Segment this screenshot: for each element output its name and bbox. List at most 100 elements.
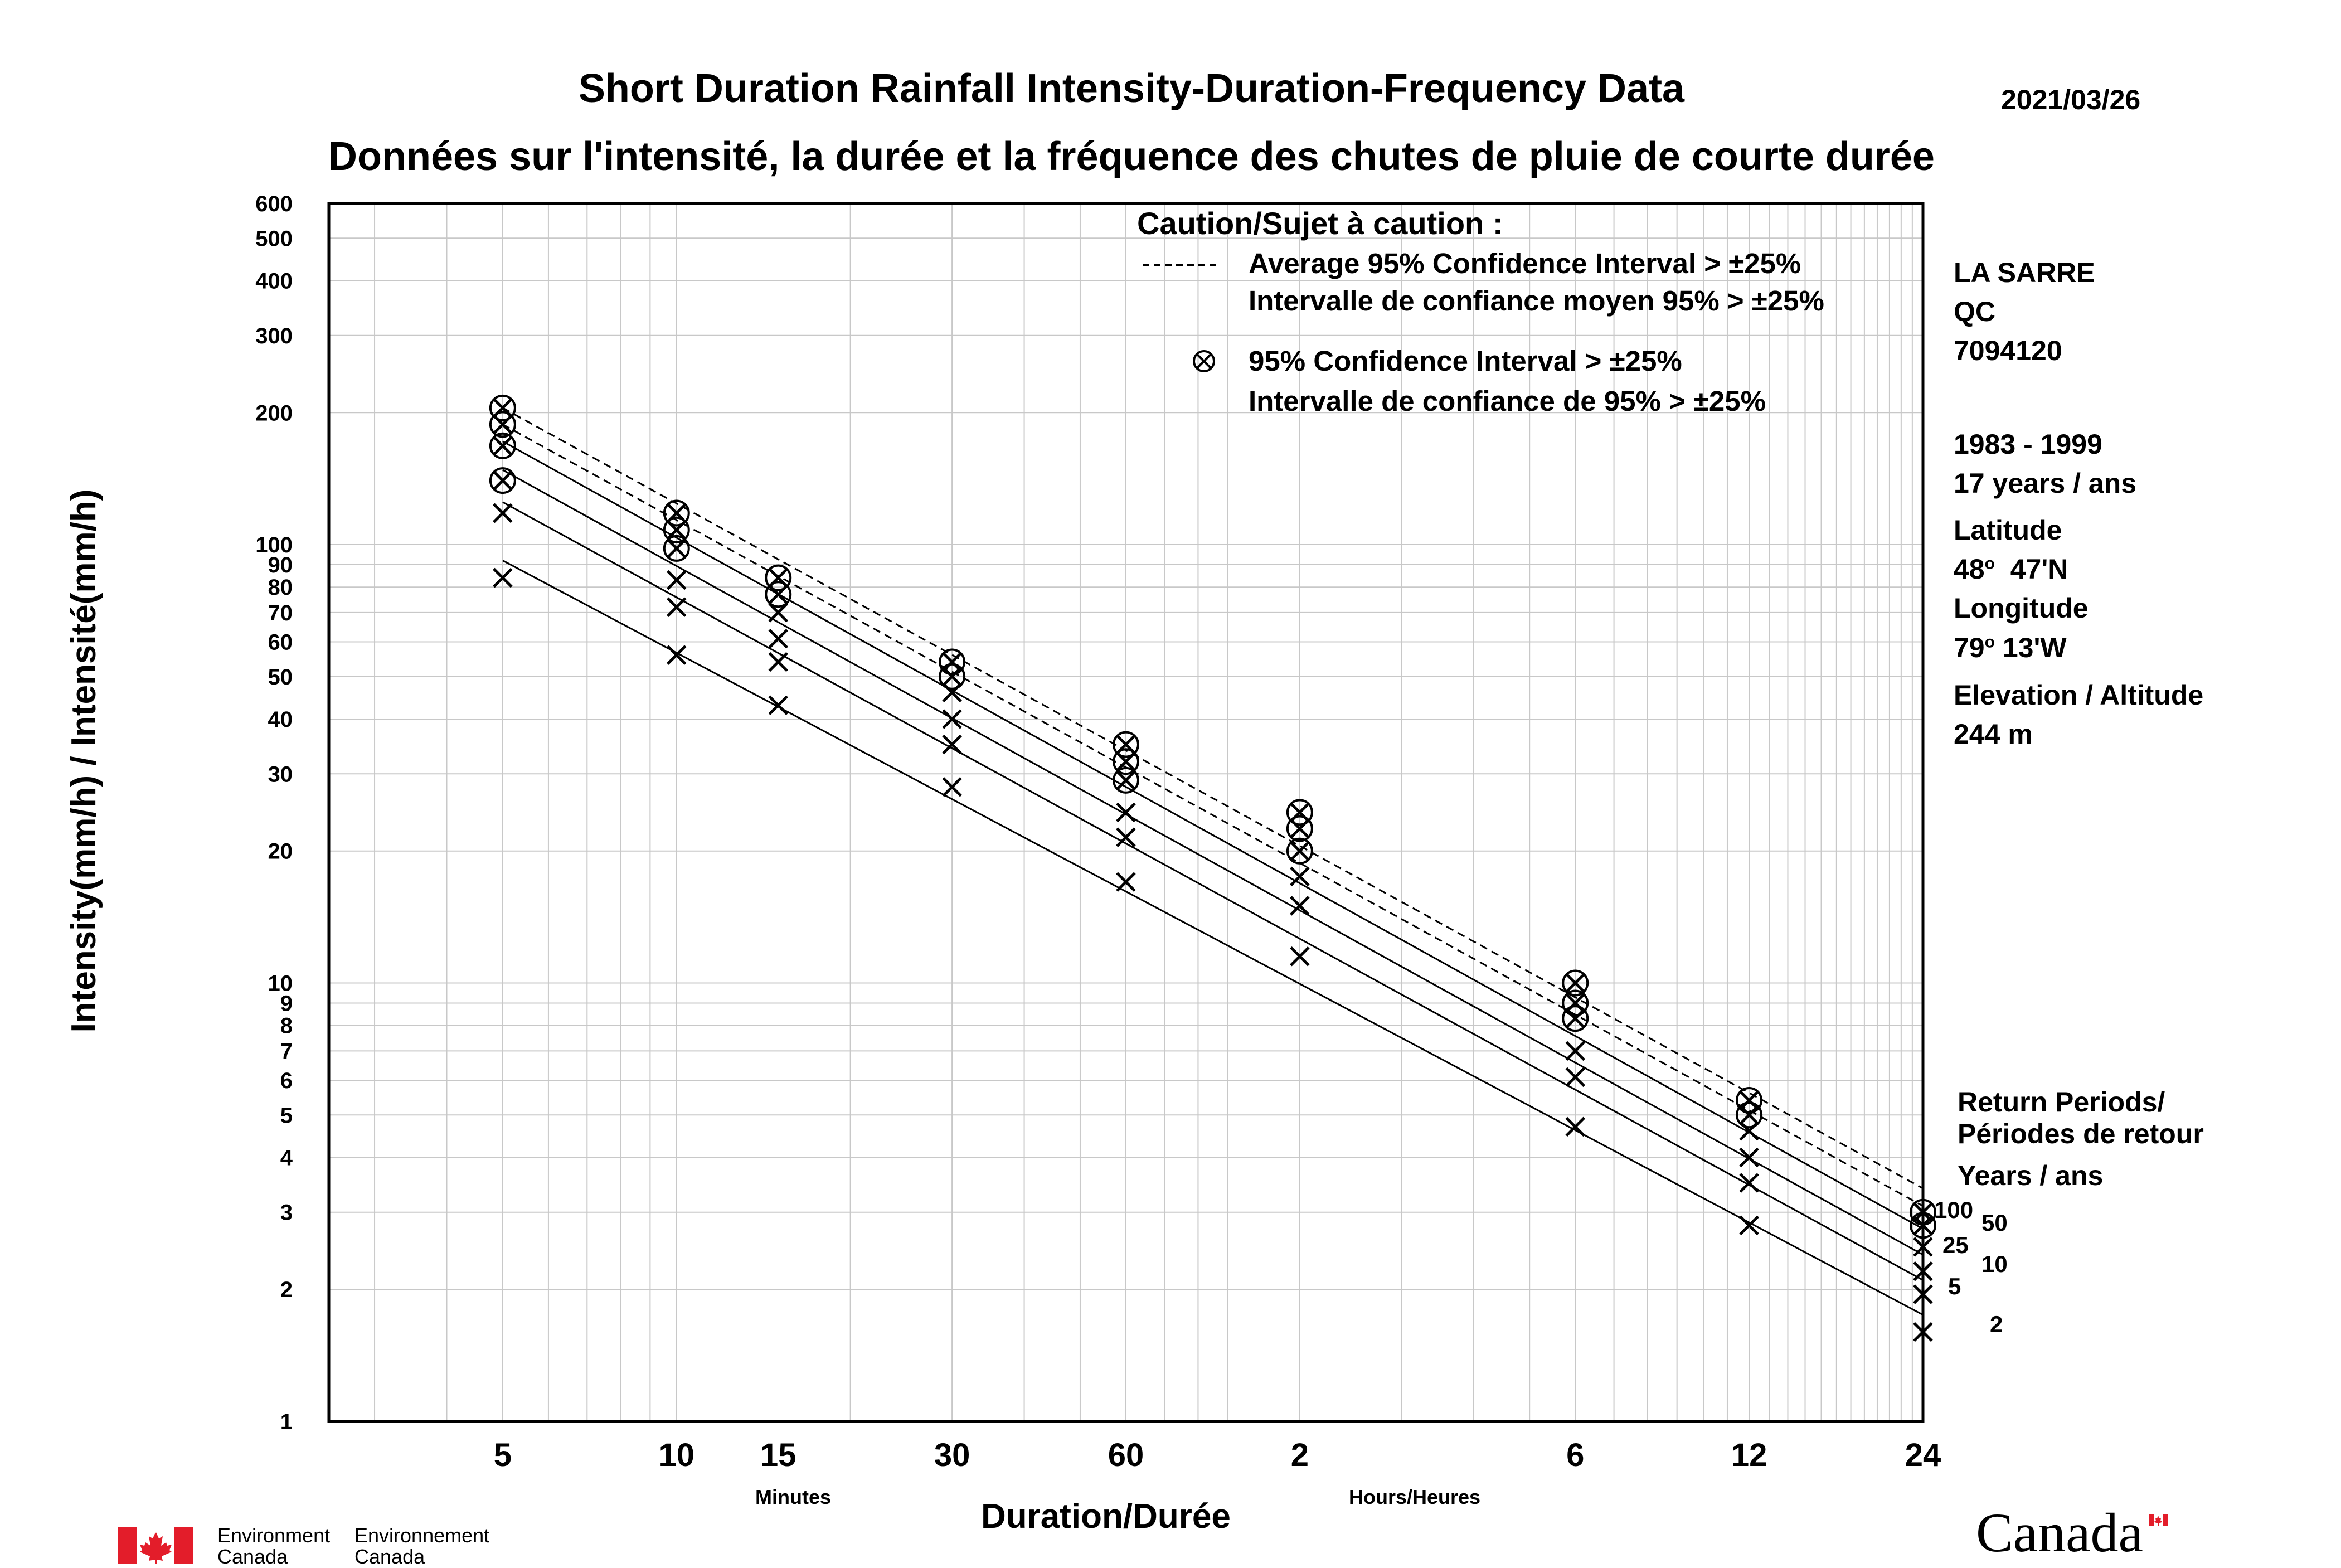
marker-circle [489,432,516,459]
return-periods-heading-fr: Périodes de retour [1958,1118,2204,1149]
marker-x-stroke [1116,770,1136,790]
marker-x-stroke [768,567,788,588]
marker-x-stroke [1290,866,1310,887]
marker-circle [1562,989,1589,1017]
marker-circle [1113,731,1139,758]
marker-circle [939,663,966,690]
data-point-10 [667,570,687,590]
longitude-label: Longitude [1954,593,2089,624]
return-period-label-2: 2 [1990,1311,2003,1337]
marker-circle [663,516,690,543]
data-point-2 [667,645,687,665]
return-periods-heading-en: Return Periods/ [1958,1086,2165,1118]
title-en: Short Duration Rainfall Intensity-Durati… [578,66,1685,111]
chart-grid [329,203,1923,1421]
legend-dashed-fr: Intervalle de confiance moyen 95% > ±25% [1249,285,1824,317]
data-point-5 [768,652,788,672]
data-point-25 [489,432,516,459]
return-period-label-5: 5 [1948,1273,1961,1299]
return-period-label-10: 10 [1981,1251,2008,1277]
marker-x-stroke [1565,993,1585,1013]
return-period-label-25: 25 [1942,1232,1969,1258]
department-en-line1: Environment [217,1524,331,1547]
longitude-minutes: 13'W [2002,632,2067,663]
data-point-5 [1739,1173,1759,1193]
data-point-10 [1565,1041,1585,1061]
marker-x-stroke [667,538,687,559]
series-line-25 [502,440,1924,1230]
y-tick-label: 40 [268,707,293,732]
series-line-50 [502,424,1924,1207]
marker-circle [663,499,690,527]
y-tick-label: 7 [280,1039,293,1064]
department-fr: Environnement Canada [354,1525,489,1567]
series-line-2 [502,560,1924,1316]
data-point-100 [765,564,792,591]
x-tick-label: 2 [1291,1437,1309,1473]
data-point-50 [939,663,966,690]
marker-x-stroke [1739,1215,1759,1236]
marker-x-stroke [1739,1090,1759,1110]
maple-leaf-flag-icon [118,1527,193,1564]
x-tick-label: 12 [1731,1437,1767,1473]
legend-heading: Caution/Sujet à caution : [1137,206,1503,241]
data-point-2 [768,695,788,716]
latitude-label: Latitude [1954,514,2062,546]
marker-x-stroke [1290,802,1310,823]
marker-circle [765,564,792,591]
data-point-2 [1739,1215,1759,1236]
y-tick-label: 80 [268,575,293,600]
marker-circle [489,394,516,421]
latitude-minutes: 47'N [2010,554,2068,585]
data-point-50 [1736,1101,1763,1129]
marker-x-stroke [493,398,513,418]
marker-circle [1736,1101,1763,1129]
data-point-100 [1736,1086,1763,1114]
x-tick-labels: 5 10 15 30 60 2 6 12 24 [494,1437,1941,1473]
marker-x-stroke [1565,1041,1585,1061]
marker-x-stroke [942,777,962,797]
canada-flag-logo [118,1527,193,1564]
data-point-5 [1116,827,1136,847]
marker-circle [489,411,516,438]
marker-circle [765,581,792,608]
data-point-100 [1113,731,1139,758]
data-point-100 [489,394,516,421]
legend-circle-en: 95% Confidence Interval > ±25% [1249,345,1682,377]
marker-circle [1736,1086,1763,1114]
y-tick-label: 1 [280,1410,293,1434]
data-point-25 [1113,766,1139,794]
marker-x-stroke [493,436,513,456]
data-point-25 [1286,837,1313,865]
wordmark-flag-icon [2149,1514,2168,1526]
data-point-100 [663,499,690,527]
marker-x-stroke [768,695,788,716]
marker-circle [1286,799,1313,826]
data-point-5 [1565,1067,1585,1088]
data-point-2 [1116,872,1136,892]
marker-x-stroke [768,652,788,672]
y-tick-label: 70 [268,601,293,625]
marker-x-stroke [1739,1173,1759,1193]
data-point-2 [942,777,962,797]
data-point-25 [768,603,788,623]
marker-circle [1562,1005,1589,1032]
plot-frame [327,202,1925,1423]
department-fr-line2: Canada [354,1545,425,1568]
title-fr: Données sur l'intensité, la durée et la … [328,134,1935,179]
x-axis-title: Duration/Durée [981,1497,1231,1536]
chart-markers [489,394,1936,1342]
marker-x-stroke [1739,1147,1759,1168]
chart-series-lines [502,407,1924,1316]
y-tick-label: 3 [280,1201,293,1225]
marker-x-stroke [942,734,962,755]
marker-x-stroke [768,603,788,623]
marker-x-stroke [1565,973,1585,993]
station-id: 7094120 [1954,335,2062,366]
marker-x-stroke [493,503,513,523]
department-fr-line1: Environnement [354,1524,490,1547]
data-point-2 [493,567,513,588]
y-tick-label: 60 [268,630,293,654]
data-point-10 [1290,866,1310,887]
